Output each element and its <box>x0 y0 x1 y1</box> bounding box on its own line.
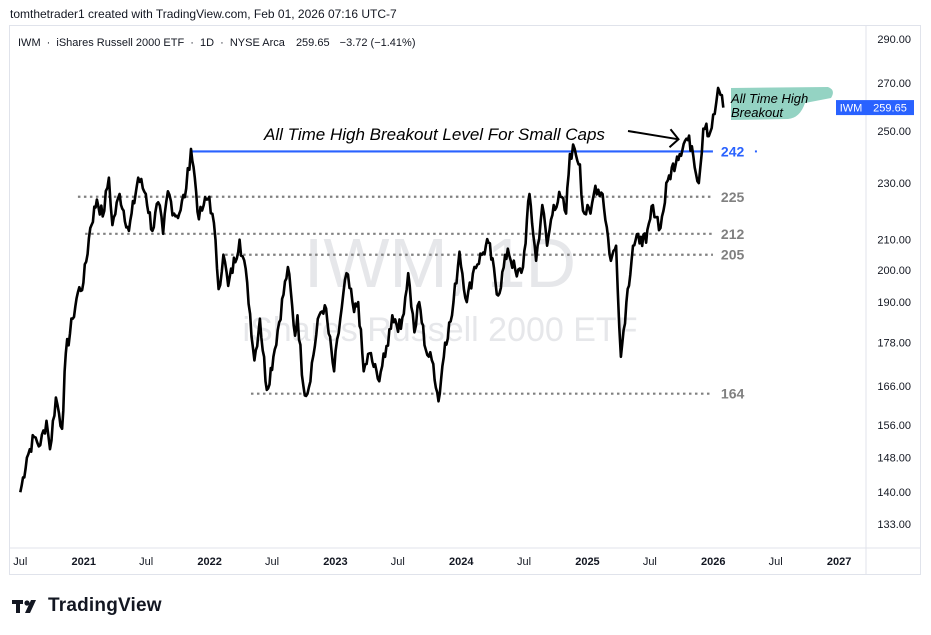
price-tag-value: 259.65 <box>873 103 907 115</box>
legend-exchange: NYSE Arca <box>230 37 286 49</box>
y-tick-label: 270.00 <box>877 78 911 90</box>
time-axis: Jul 2021 Jul 2022 Jul 2023 Jul 2024 Jul 2025 Jul 20… <box>13 556 851 568</box>
x-tick-label: 2021 <box>72 556 96 568</box>
level-label-225: 225 <box>721 189 745 205</box>
tradingview-logo[interactable]: TradingView <box>12 595 162 617</box>
y-tick-label: 190.00 <box>877 297 911 309</box>
y-tick-label: 166.00 <box>877 381 911 393</box>
y-tick-label: 148.00 <box>877 453 911 465</box>
symbol-legend[interactable]: IWM · iShares Russell 2000 ETF · 1D · NY… <box>18 37 416 49</box>
price-tag-symbol-bg <box>836 100 867 116</box>
level-label-212: 212 <box>721 226 745 242</box>
legend-sep-1: · <box>47 37 51 49</box>
level-label-242: 242 <box>721 143 745 159</box>
chart-frame <box>9 25 921 575</box>
level-label-164: 164 <box>721 386 745 402</box>
y-tick-label: 156.00 <box>877 420 911 432</box>
y-tick-label: 178.00 <box>877 338 911 350</box>
x-tick-label: 2024 <box>449 556 474 568</box>
x-tick-label: 2025 <box>575 556 599 568</box>
legend-name: iShares Russell 2000 ETF <box>56 37 184 49</box>
ath-callout-line-2[interactable]: Breakout <box>731 105 784 120</box>
legend-sep-3: · <box>220 37 224 49</box>
y-tick-label: 250.00 <box>877 126 911 138</box>
ath-callout-highlight <box>731 87 833 120</box>
legend-symbol: IWM <box>18 37 41 49</box>
x-tick-label: Jul <box>265 556 279 568</box>
tradingview-logo-text: TradingView <box>48 595 162 616</box>
ath-callout-line-1[interactable]: All Time High <box>730 91 808 106</box>
x-tick-label: Jul <box>517 556 531 568</box>
tradingview-logo-icon <box>12 600 36 613</box>
legend-change: −3.72 (−1.41%) <box>340 37 416 49</box>
level-lines: 242 225 212 205 164 <box>77 143 757 402</box>
y-tick-label: 210.00 <box>877 235 911 247</box>
y-tick-label: 200.00 <box>877 265 911 277</box>
x-tick-label: 2022 <box>197 556 221 568</box>
chart-credit: tomthetrader1 created with TradingView.c… <box>10 7 397 21</box>
x-tick-label: Jul <box>391 556 405 568</box>
legend-interval: 1D <box>200 37 214 49</box>
x-tick-label: 2027 <box>827 556 851 568</box>
x-tick-label: Jul <box>139 556 153 568</box>
x-tick-label: Jul <box>643 556 657 568</box>
y-tick-label: 230.00 <box>877 178 911 190</box>
y-tick-label: 290.00 <box>877 34 911 46</box>
x-tick-label: 2023 <box>323 556 347 568</box>
breakout-level-annotation[interactable]: All Time High Breakout Level For Small C… <box>263 125 605 144</box>
legend-last: 259.65 <box>296 37 330 49</box>
price-axis: 290.00 270.00 250.00 230.00 210.00 200.00 190.… <box>877 34 911 531</box>
y-tick-label: 133.00 <box>877 519 911 531</box>
last-price-tag: IWM 259.65 <box>836 100 914 116</box>
price-tag-symbol: IWM <box>840 103 863 115</box>
legend-sep-2: · <box>190 37 194 49</box>
y-tick-label: 140.00 <box>877 487 911 499</box>
watermark-name: iShares Russell 2000 ETF <box>243 311 638 349</box>
level-label-205: 205 <box>721 247 745 263</box>
price-tag-value-bg <box>867 100 914 116</box>
x-tick-label: Jul <box>13 556 27 568</box>
x-tick-label: Jul <box>769 556 783 568</box>
price-line <box>19 86 725 493</box>
x-tick-label: 2026 <box>701 556 725 568</box>
annotation-arrow <box>627 128 680 149</box>
